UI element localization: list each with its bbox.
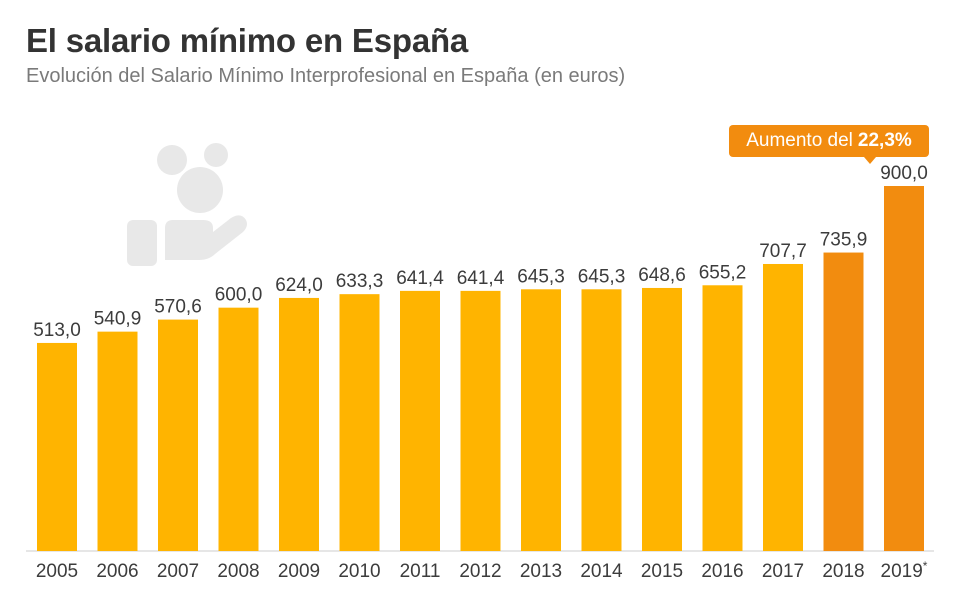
- x-tick-label: 2005: [36, 561, 78, 582]
- bar-2013: [521, 289, 561, 551]
- bar-2005: [37, 342, 77, 551]
- bar-value-label: 570,6: [154, 297, 202, 318]
- bar-2006: [97, 331, 138, 551]
- bar-2007: [158, 319, 198, 551]
- x-tick-label: 2013: [520, 561, 562, 582]
- x-tick-label: 2010: [338, 561, 380, 582]
- callout-prefix: Aumento del: [746, 130, 853, 151]
- x-tick-label: 2007: [157, 561, 199, 582]
- bar-2014: [581, 289, 622, 551]
- bar-value-label: 900,0: [880, 163, 928, 184]
- bar-value-label: 655,2: [699, 262, 747, 283]
- x-tick-label: 2006: [96, 561, 138, 582]
- x-tick-label: 2009: [278, 561, 320, 582]
- bar-value-label: 624,0: [275, 275, 323, 296]
- x-tick-label: 2016: [701, 561, 743, 582]
- bar-value-label: 600,0: [215, 285, 263, 306]
- bar-value-label: 641,4: [457, 268, 505, 289]
- bar-value-label: 633,3: [336, 271, 384, 292]
- bar-value-label: 513,0: [33, 320, 81, 341]
- x-tick-label: 2017: [762, 561, 804, 582]
- chart-subtitle: Evolución del Salario Mínimo Interprofes…: [26, 65, 626, 87]
- bar-value-label: 645,3: [517, 266, 565, 287]
- x-tick-label: 2008: [217, 561, 259, 582]
- x-tick-label: 2014: [580, 561, 623, 582]
- bar-value-label: 648,6: [638, 265, 686, 286]
- bar-value-label: 707,7: [759, 241, 807, 262]
- bar-2017: [763, 263, 803, 551]
- x-tick-label: 2011: [400, 561, 441, 582]
- x-tick-label: 2019*: [881, 559, 928, 582]
- bar-2012: [460, 290, 501, 551]
- bar-2019: [884, 186, 924, 551]
- callout-pointer: [864, 157, 876, 164]
- bar-value-label: 735,9: [820, 230, 868, 251]
- bar-2018: [823, 252, 864, 551]
- bar-2016: [702, 285, 743, 551]
- bar-2008: [218, 307, 259, 551]
- increase-callout: Aumento del 22,3%: [729, 125, 929, 157]
- callout-percentage: 22,3%: [857, 130, 912, 151]
- bar-2009: [279, 297, 319, 551]
- x-tick-label: 2015: [641, 561, 683, 582]
- bar-value-label: 540,9: [94, 309, 142, 330]
- hand-holding-coins-icon: [127, 143, 247, 266]
- x-tick-label: 2018: [822, 561, 864, 582]
- bar-2011: [400, 290, 440, 551]
- bar-2015: [642, 287, 682, 551]
- chart-title: El salario mínimo en España: [26, 22, 469, 59]
- bar-value-label: 641,4: [396, 268, 444, 289]
- bar-value-label: 645,3: [578, 266, 626, 287]
- bar-2010: [339, 294, 380, 551]
- x-tick-label: 2012: [459, 561, 501, 582]
